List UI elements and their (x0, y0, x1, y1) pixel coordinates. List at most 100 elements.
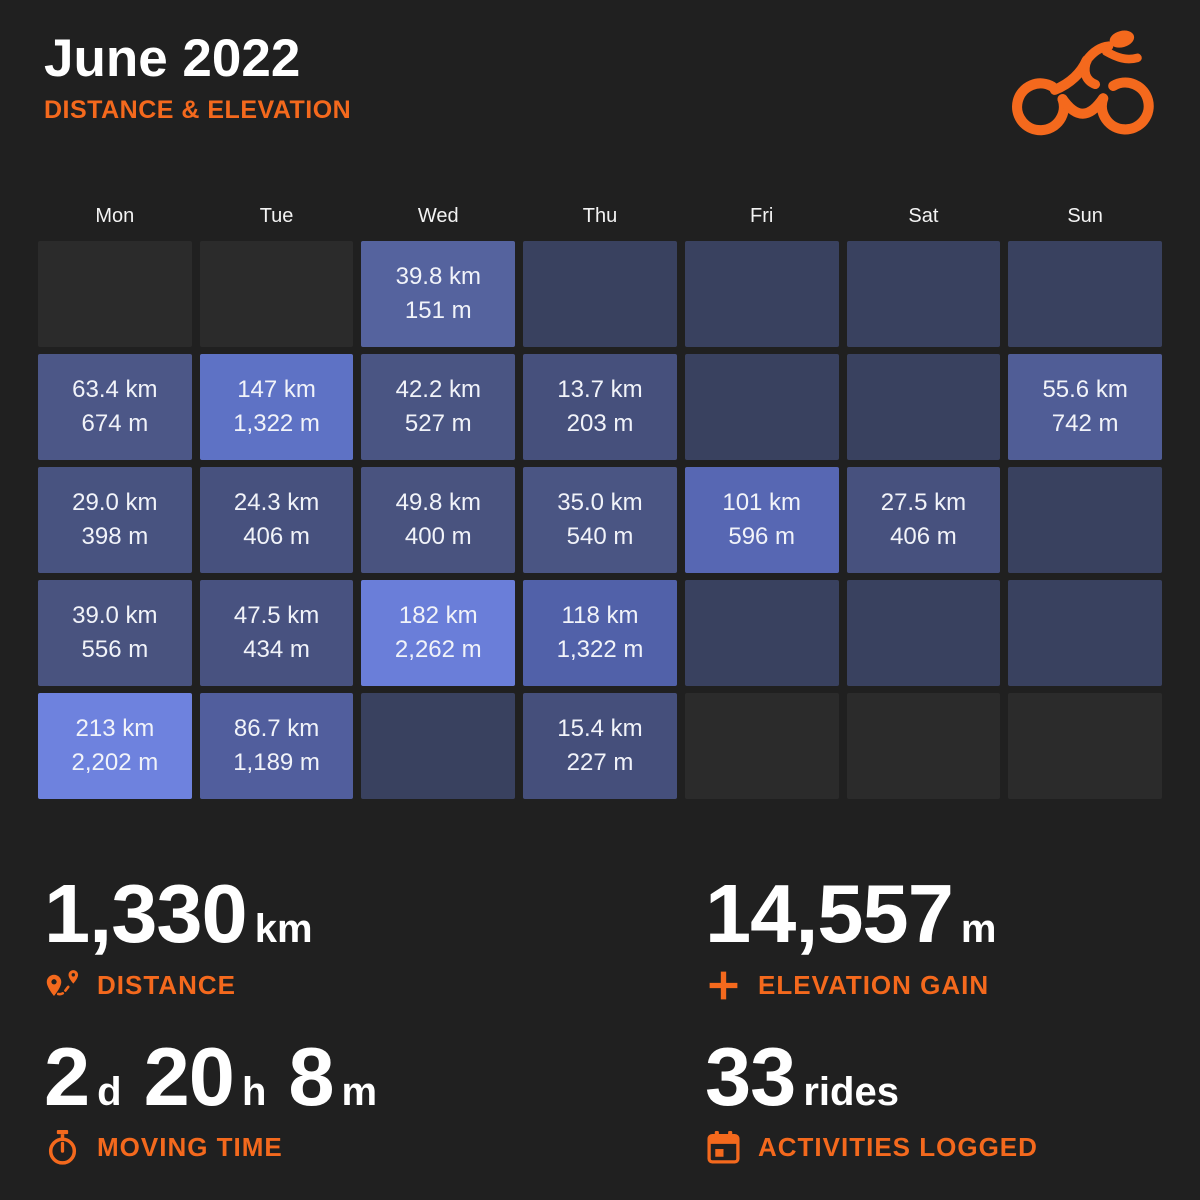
stat-distance: 1,330 km DISTANCE (44, 871, 705, 1003)
calendar-day-cell-outside (684, 693, 839, 800)
weekday-label: Wed (417, 205, 459, 228)
weekday-label: Mon (95, 205, 135, 228)
cell-distance: 39.0 km (72, 602, 158, 630)
cell-elevation: 400 m (404, 523, 472, 551)
calendar-day-cell-ride: 86.7 km 1,189 m (199, 693, 354, 800)
stat-distance-label: DISTANCE (97, 969, 236, 1000)
calendar-day-cell-rest (684, 580, 839, 687)
stat-value-unit: m (341, 1069, 378, 1114)
weekday-label: Sat (908, 205, 939, 228)
weekday-header-row: Mon Tue Wed Thu Fri Sat Sun (38, 205, 1162, 228)
weekday-label: Thu (582, 205, 618, 228)
calendar-day-cell-ride: 47.5 km 434 m (199, 580, 354, 687)
calendar-day-cell-ride: 39.0 km 556 m (38, 580, 192, 687)
stat-elevation-label-row: ELEVATION GAIN (705, 967, 1200, 1004)
cell-elevation: 2,262 m (394, 636, 482, 664)
cell-distance: 42.2 km (395, 376, 481, 404)
stat-value-number: 20 (143, 1029, 235, 1123)
calendar-day-cell-ride: 42.2 km 527 m (361, 354, 516, 461)
route-pin-icon (44, 967, 81, 1004)
stat-activities: 33 rides ACTIVITIES LOGGED (705, 1033, 1200, 1166)
calendar-day-cell-rest (846, 580, 1001, 687)
stat-moving-time-value: 2 d 20 h 8 m (44, 1033, 705, 1120)
calendar-day-cell-rest (1008, 467, 1162, 574)
cell-distance: 86.7 km (233, 715, 320, 743)
calendar-day-cell-ride: 182 km 2,262 m (361, 580, 516, 687)
calendar-day-cell-ride: 35.0 km 540 m (523, 467, 677, 574)
cyclist-icon (1008, 24, 1164, 140)
stopwatch-icon (44, 1129, 81, 1166)
stat-elevation-label: ELEVATION GAIN (758, 969, 990, 1000)
stat-elevation-value: 14,557 m (705, 871, 1200, 957)
stat-value-unit: d (97, 1069, 122, 1114)
stat-value-unit: rides (803, 1069, 899, 1114)
calendar-day-cell-ride: 24.3 km 406 m (199, 467, 354, 574)
calendar-day-cell-ride: 27.5 km 406 m (846, 467, 1001, 574)
header: June 2022 DISTANCE & ELEVATION (0, 0, 1200, 125)
calendar-day-cell-ride: 63.4 km 674 m (38, 354, 192, 461)
calendar-day-cell-rest (1008, 580, 1162, 687)
cell-elevation: 406 m (890, 523, 957, 551)
stat-activities-value: 33 rides (705, 1033, 1200, 1120)
cell-elevation: 203 m (566, 410, 634, 438)
summary-stats: 1,330 km DISTANCE 14,557 m (0, 871, 1200, 1166)
stat-moving-time-label-row: MOVING TIME (44, 1129, 705, 1166)
calendar-day-cell-rest (684, 354, 839, 461)
cell-distance: 27.5 km (880, 489, 967, 517)
cell-elevation: 398 m (81, 523, 149, 551)
cell-elevation: 596 m (728, 523, 796, 551)
calendar-day-cell-outside (199, 241, 354, 348)
calendar-day-cell-ride: 39.8 km 151 m (361, 241, 516, 348)
cell-elevation: 742 m (1051, 410, 1119, 438)
cell-elevation: 527 m (404, 410, 472, 438)
stat-moving-time-label: MOVING TIME (97, 1131, 283, 1162)
page-title: June 2022 (44, 29, 301, 88)
stat-elevation-gain: 14,557 m ELEVATION GAIN (705, 871, 1200, 1003)
weekday-label: Sun (1067, 205, 1103, 228)
stat-distance-label-row: DISTANCE (44, 967, 705, 1004)
calendar-day-cell-ride: 118 km 1,322 m (523, 580, 677, 687)
cell-elevation: 1,322 m (556, 636, 644, 664)
cell-elevation: 1,322 m (233, 410, 320, 438)
calendar-day-cell-ride: 101 km 596 m (684, 467, 839, 574)
stat-value-number: 33 (705, 1029, 796, 1123)
calendar-day-cell-rest (846, 354, 1001, 461)
cell-elevation: 1,189 m (233, 749, 320, 777)
cell-distance: 39.8 km (395, 263, 481, 291)
cell-elevation: 674 m (81, 410, 149, 438)
calendar-day-cell-ride: 13.7 km 203 m (523, 354, 677, 461)
cell-elevation: 151 m (404, 297, 472, 325)
calendar-day-cell-outside (846, 693, 1001, 800)
weekday-label: Fri (750, 205, 774, 228)
cell-distance: 182 km (398, 602, 478, 630)
calendar-day-cell-rest (1008, 241, 1162, 348)
calendar-day-cell-ride: 29.0 km 398 m (38, 467, 192, 574)
cell-distance: 13.7 km (557, 376, 643, 404)
plus-icon (705, 967, 742, 1004)
cell-elevation: 434 m (243, 636, 310, 664)
weekday-label: Tue (259, 205, 294, 228)
stat-distance-value: 1,330 km (44, 871, 705, 957)
cell-distance: 147 km (237, 376, 316, 404)
cell-distance: 63.4 km (72, 376, 158, 404)
calendar-day-cell-ride: 55.6 km 742 m (1008, 354, 1162, 461)
stat-value-number: 14,557 (705, 867, 954, 961)
cell-distance: 29.0 km (72, 489, 158, 517)
cell-elevation: 540 m (566, 523, 634, 551)
cell-elevation: 556 m (81, 636, 149, 664)
stat-value-number: 2 (44, 1029, 90, 1123)
stat-moving-time: 2 d 20 h 8 m MOVING TIME (44, 1033, 705, 1166)
stat-value-number: 1,330 (44, 867, 248, 961)
cell-elevation: 2,202 m (71, 749, 159, 777)
calendar-day-cell-rest (361, 693, 516, 800)
stat-value-number: 8 (288, 1029, 334, 1123)
cell-elevation: 406 m (243, 523, 310, 551)
cell-distance: 15.4 km (557, 715, 643, 743)
calendar-day-cell-outside (1008, 693, 1162, 800)
page-subtitle: DISTANCE & ELEVATION (44, 96, 352, 125)
calendar-icon (705, 1129, 742, 1166)
cell-distance: 49.8 km (395, 489, 481, 517)
stat-value-unit: m (960, 907, 997, 952)
calendar-day-cell-rest (523, 241, 677, 348)
cell-distance: 101 km (722, 489, 802, 517)
